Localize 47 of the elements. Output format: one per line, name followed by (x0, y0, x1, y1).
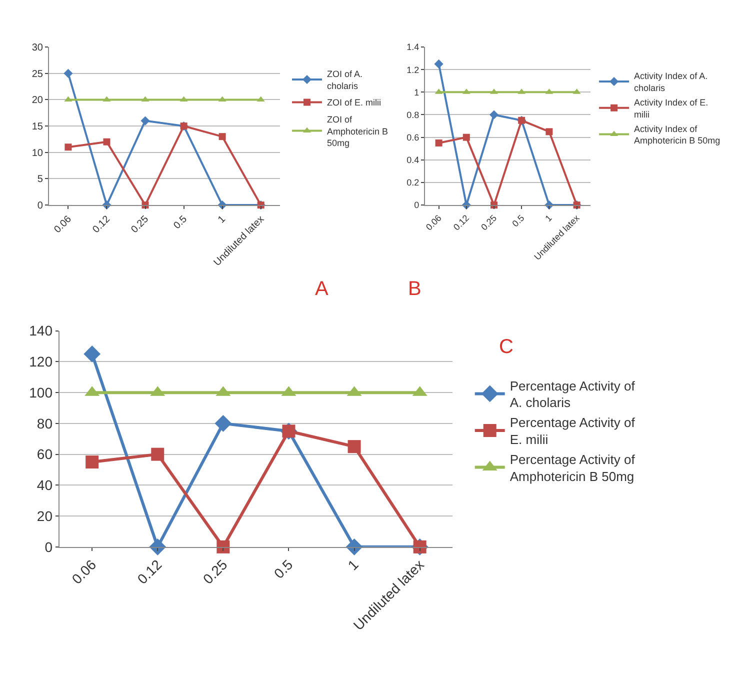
x-tick-label: 0.5 (510, 212, 526, 229)
y-tick-label: 30 (32, 42, 44, 54)
y-tick-label: 5 (37, 174, 44, 186)
y-tick-label: 1.4 (406, 42, 420, 52)
x-tick-label: 0.5 (172, 214, 190, 232)
legend-label: Percentage Activity of Amphotericin B 50mg (510, 452, 636, 484)
legend-label: Activity Index of E. milii (634, 98, 708, 120)
x-tick-label: 0.12 (134, 556, 165, 588)
x-tick-label: 1 (344, 556, 362, 574)
legend-label: ZOI of Amphotericin B 50mg (327, 114, 388, 148)
legend-label: Percentage Activity of E. milii (510, 415, 636, 448)
legend-label: Percentage Activity of A. cholaris (510, 378, 636, 410)
y-tick-label: 0.4 (406, 155, 420, 166)
text: C (499, 336, 514, 358)
x-tick-label: 0.5 (270, 556, 296, 582)
x-tick-label: 0.06 (424, 212, 444, 232)
y-tick-label: 40 (36, 477, 53, 494)
x-tick-label: 0.06 (52, 214, 74, 236)
y-tick-label: 0 (414, 200, 420, 210)
y-tick-label: 20 (32, 95, 44, 106)
y-tick-label: 0 (37, 200, 44, 212)
text: B (408, 278, 422, 300)
legend-label: Activity Index of Amphotericin B 50mg (634, 124, 720, 146)
legend-label: Activity Index of A. cholaris (634, 71, 708, 93)
x-tick-label: 0.12 (452, 212, 471, 232)
y-tick-label: 10 (32, 148, 44, 159)
y-tick-label: 25 (32, 68, 44, 80)
y-tick-label: 1.2 (406, 64, 420, 75)
y-tick-label: 60 (36, 446, 53, 462)
legend-label: ZOI of E. milii (327, 98, 382, 108)
x-tick-label: 1 (543, 212, 554, 224)
y-tick-label: 1 (414, 87, 420, 98)
x-tick-label: 1 (216, 214, 228, 226)
y-tick-label: 140 (29, 322, 53, 339)
y-tick-label: 20 (36, 508, 53, 524)
y-tick-label: 0.6 (406, 132, 420, 142)
y-tick-label: 120 (29, 354, 53, 370)
y-tick-label: 100 (29, 384, 53, 400)
y-tick-label: 0.2 (406, 178, 420, 188)
x-tick-label: 0.12 (90, 214, 113, 236)
y-tick-label: 0 (44, 538, 53, 555)
x-tick-label: 0.06 (68, 556, 100, 588)
y-tick-label: 15 (32, 122, 44, 133)
y-tick-label: 0.8 (406, 110, 420, 120)
text: A (315, 278, 329, 300)
legend-label: ZOI of A. cholaris (327, 69, 363, 91)
y-tick-label: 80 (36, 415, 53, 432)
